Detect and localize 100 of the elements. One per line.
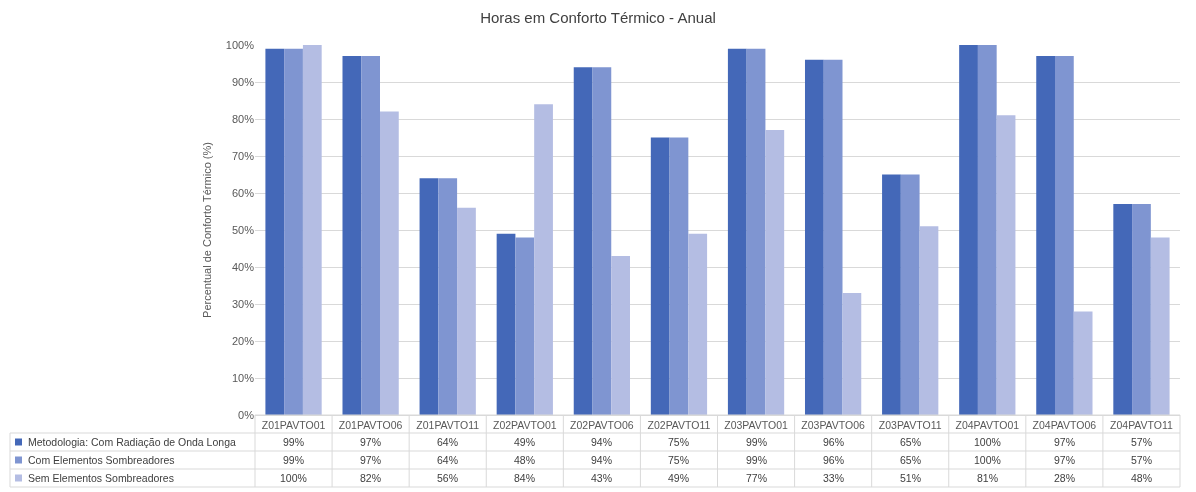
bar [669, 137, 689, 415]
legend-label: Metodologia: Com Radiação de Onda Longa [28, 436, 236, 448]
bar [842, 292, 862, 415]
bar [727, 48, 747, 415]
data-label: 64% [437, 454, 459, 466]
data-label: 99% [746, 454, 768, 466]
bar [900, 174, 920, 415]
y-tick-label: 20% [231, 334, 255, 347]
bar [1036, 56, 1055, 415]
bar [977, 45, 997, 415]
data-label: 94% [591, 436, 613, 448]
bar [302, 45, 322, 415]
data-label: 94% [591, 454, 613, 466]
data-label: 48% [514, 454, 536, 466]
bar [438, 178, 458, 415]
chart-title: Horas em Conforto Térmico - Anual [480, 8, 716, 26]
data-label: 43% [591, 472, 613, 484]
x-tick-label: Z02PAVTO11 [647, 418, 711, 431]
data-label: 100% [974, 454, 1001, 466]
y-tick-label: 0% [238, 408, 255, 421]
data-label: 49% [668, 472, 690, 484]
bar [804, 59, 824, 415]
bar [419, 178, 439, 415]
bar [959, 45, 978, 415]
x-tick-label: Z03PAVTO01 [724, 418, 788, 431]
x-tick-label: Z04PAVTO01 [955, 418, 1020, 431]
data-label: 97% [1054, 436, 1076, 448]
x-tick-label: Z02PAVTO06 [570, 418, 634, 431]
data-label: 64% [437, 436, 459, 448]
y-tick-label: 60% [231, 186, 255, 199]
x-tick-label: Z01PAVTO11 [416, 418, 480, 431]
y-tick-label: 80% [231, 112, 255, 125]
bar [380, 111, 399, 415]
bar [882, 174, 901, 415]
data-label: 97% [360, 454, 382, 466]
x-tick-label: Z03PAVTO11 [878, 418, 942, 431]
data-label: 28% [1054, 472, 1076, 484]
y-tick-label: 90% [231, 75, 255, 88]
bar [765, 130, 785, 415]
x-tick-label: Z01PAVTO06 [338, 418, 403, 431]
y-tick-label: 40% [231, 260, 255, 273]
data-label: 56% [437, 472, 459, 484]
bar [515, 237, 535, 415]
data-label: 100% [280, 472, 307, 484]
data-label: 33% [823, 472, 845, 484]
x-tick-label: Z04PAVTO11 [1110, 418, 1174, 431]
bar [534, 104, 553, 415]
y-tick-label: 50% [231, 223, 255, 236]
bar [688, 233, 708, 415]
bar [457, 207, 476, 415]
data-label: 65% [900, 436, 922, 448]
bar [1132, 204, 1151, 415]
data-label: 84% [514, 472, 536, 484]
data-label: 100% [974, 436, 1001, 448]
data-label: 65% [900, 454, 922, 466]
legend-label: Com Elementos Sombreadores [28, 454, 175, 466]
data-label: 97% [360, 436, 382, 448]
bar [650, 137, 670, 415]
data-label: 82% [360, 472, 382, 484]
data-label: 96% [823, 454, 845, 466]
y-tick-label: 70% [231, 149, 255, 162]
data-label: 49% [514, 436, 536, 448]
bar [919, 226, 939, 415]
bar [1073, 311, 1093, 415]
data-label: 99% [283, 436, 305, 448]
bar [573, 67, 593, 415]
bar [592, 67, 612, 415]
data-label: 99% [746, 436, 768, 448]
x-tick-label: Z03PAVTO06 [801, 418, 866, 431]
x-tick-label: Z02PAVTO01 [492, 418, 557, 431]
x-tick-label: Z01PAVTO01 [261, 418, 326, 431]
bar [1150, 237, 1170, 415]
bar [1113, 204, 1133, 415]
bar [996, 115, 1016, 415]
bar [823, 59, 843, 415]
bar [284, 48, 303, 415]
y-tick-label: 100% [225, 38, 255, 51]
bar [342, 56, 362, 415]
data-label: 48% [1131, 472, 1153, 484]
bar [746, 48, 766, 415]
data-label: 81% [977, 472, 999, 484]
data-label: 51% [900, 472, 922, 484]
data-label: 57% [1131, 436, 1153, 448]
bar [265, 48, 285, 415]
data-label: 57% [1131, 454, 1153, 466]
bar [496, 233, 516, 415]
bar [361, 56, 380, 415]
data-label: 97% [1054, 454, 1076, 466]
legend-label: Sem Elementos Sombreadores [28, 472, 174, 484]
data-label: 77% [746, 472, 768, 484]
y-axis-title: Percentual de Conforto Térmico (%) [200, 142, 213, 318]
data-label: 75% [668, 454, 690, 466]
data-label: 75% [668, 436, 690, 448]
bar [1055, 56, 1074, 415]
y-tick-label: 10% [231, 371, 255, 384]
y-tick-label: 30% [231, 297, 255, 310]
data-label: 99% [283, 454, 305, 466]
x-tick-label: Z04PAVTO06 [1032, 418, 1097, 431]
bar [611, 255, 631, 415]
data-label: 96% [823, 436, 845, 448]
